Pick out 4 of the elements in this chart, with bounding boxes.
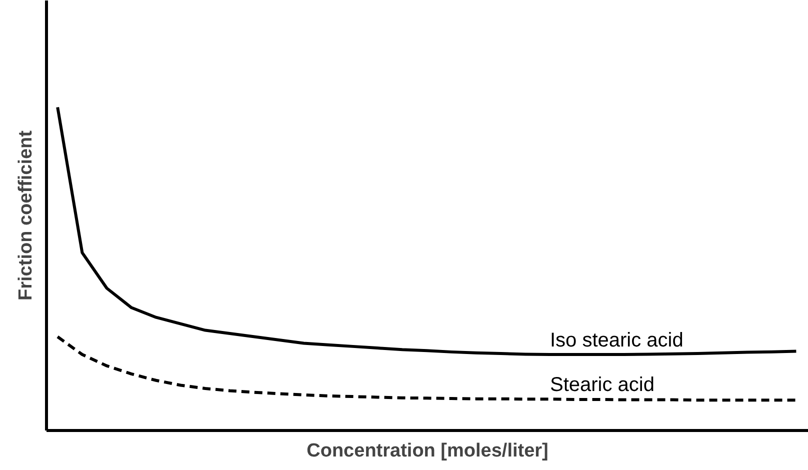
x-axis-title: Concentration [moles/liter] [306, 440, 548, 462]
series-label: Iso stearic acid [550, 330, 684, 352]
series-label: Stearic acid [550, 374, 654, 396]
y-axis-title: Friction coefficient [16, 130, 36, 300]
